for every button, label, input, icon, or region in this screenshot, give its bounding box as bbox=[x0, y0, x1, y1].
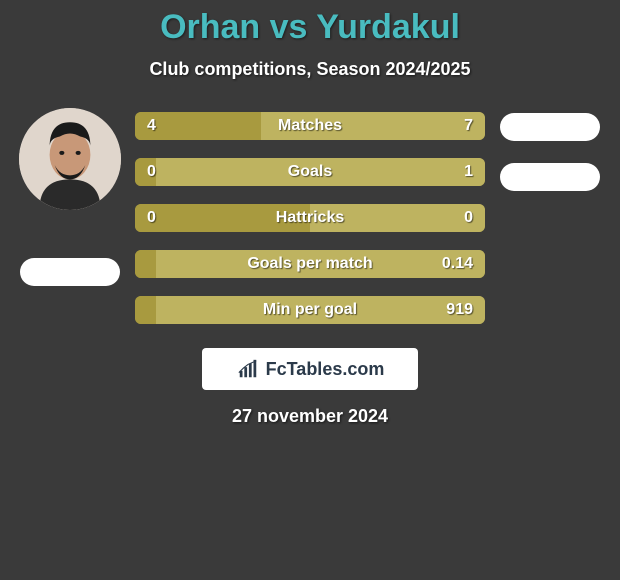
right-player-column bbox=[495, 108, 605, 191]
stat-bar: Goals per match 0.14 bbox=[135, 250, 485, 278]
left-player-avatar bbox=[19, 108, 121, 210]
bar-segment-left bbox=[135, 250, 156, 278]
stat-bar: Min per goal 919 bbox=[135, 296, 485, 324]
main-row: 4 Matches 7 0 Goals 1 0 Hattricks 0 Goals per mat… bbox=[0, 108, 620, 324]
stat-name: Goals bbox=[288, 163, 332, 181]
right-badges bbox=[500, 113, 600, 191]
stat-name: Min per goal bbox=[263, 301, 357, 319]
left-team-badge bbox=[20, 258, 120, 286]
stat-right-value: 7 bbox=[464, 117, 473, 135]
stat-bars: 4 Matches 7 0 Goals 1 0 Hattricks 0 Goals per mat… bbox=[135, 112, 485, 324]
right-badge-2 bbox=[500, 163, 600, 191]
stat-name: Matches bbox=[278, 117, 342, 135]
stat-name: Goals per match bbox=[247, 255, 372, 273]
date-text: 27 november 2024 bbox=[0, 406, 620, 427]
page-title: Orhan vs Yurdakul bbox=[0, 8, 620, 47]
watermark: FcTables.com bbox=[202, 348, 418, 390]
stat-right-value: 1 bbox=[464, 163, 473, 181]
right-badge-1 bbox=[500, 113, 600, 141]
left-player-column bbox=[15, 108, 125, 286]
stat-right-value: 0 bbox=[464, 209, 473, 227]
stat-bar: 4 Matches 7 bbox=[135, 112, 485, 140]
stat-name: Hattricks bbox=[276, 209, 344, 227]
page-subtitle: Club competitions, Season 2024/2025 bbox=[0, 59, 620, 80]
stat-right-value: 0.14 bbox=[442, 255, 473, 273]
watermark-text: FcTables.com bbox=[266, 359, 385, 380]
stat-left-value: 0 bbox=[147, 163, 156, 181]
stat-right-value: 919 bbox=[446, 301, 473, 319]
chart-icon bbox=[236, 358, 260, 380]
stat-bar: 0 Goals 1 bbox=[135, 158, 485, 186]
avatar-icon bbox=[19, 108, 121, 210]
comparison-card: Orhan vs Yurdakul Club competitions, Sea… bbox=[0, 0, 620, 427]
stat-bar: 0 Hattricks 0 bbox=[135, 204, 485, 232]
bar-segment-left bbox=[135, 296, 156, 324]
stat-left-value: 0 bbox=[147, 209, 156, 227]
stat-left-value: 4 bbox=[147, 117, 156, 135]
